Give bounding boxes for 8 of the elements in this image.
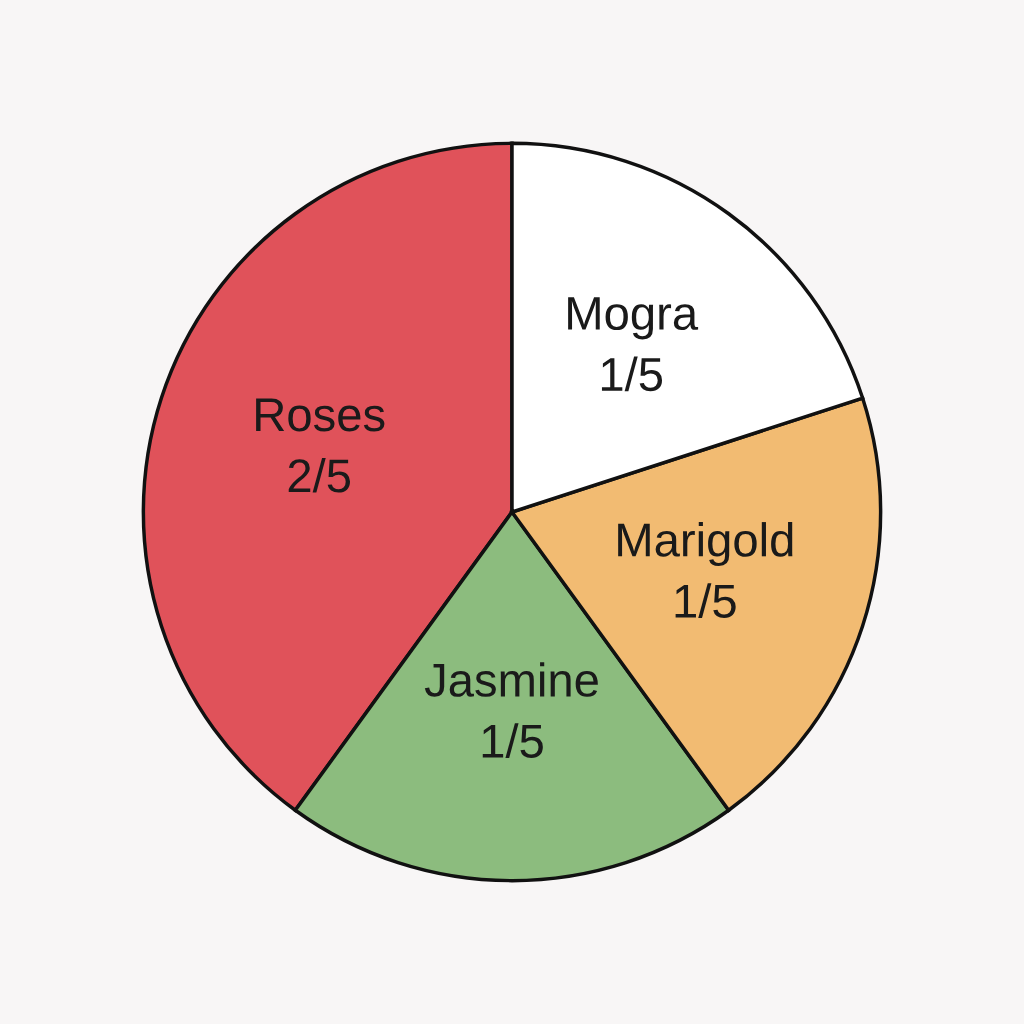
data-label: 1/5 [601,356,663,392]
data-label: 2/5 [288,457,351,493]
data-label: 1/5 [675,583,736,618]
data-label: 1/5 [482,723,543,758]
slice-label: Jasmine [424,662,598,697]
slice-label: Roses [256,398,385,432]
slice-label: Mogra [568,297,699,340]
slice-label: Marigold [618,522,793,567]
